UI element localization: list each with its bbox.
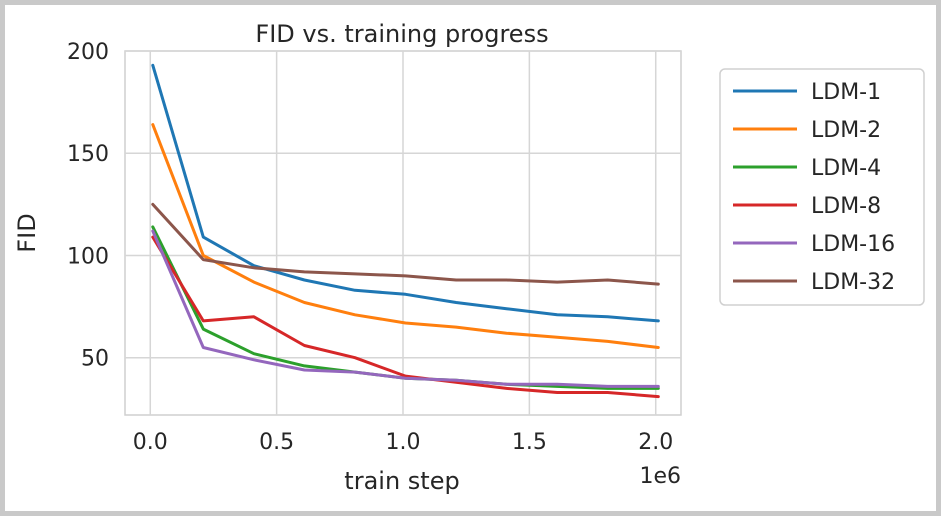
y-tick-label: 100: [67, 244, 109, 269]
x-offset-label: 1e6: [639, 464, 681, 489]
series-lines: [151, 63, 660, 399]
chart-frame: FID vs. training progress 0.0 0.5 1.0 1.5 2.…: [5, 5, 936, 511]
legend-label: LDM-32: [811, 270, 895, 295]
fid-line-chart: FID vs. training progress 0.0 0.5 1.0 1.5 2.…: [13, 20, 925, 495]
x-tick-label: 0.5: [259, 430, 294, 455]
x-tick-label: 2.0: [638, 430, 673, 455]
series-line-ldm-32: [151, 202, 660, 286]
x-tick-label: 1.0: [386, 430, 421, 455]
y-tick-labels: 50 100 150 200: [67, 40, 109, 372]
y-tick-label: 150: [67, 142, 109, 167]
chart-title: FID vs. training progress: [255, 20, 548, 48]
grid-lines: [125, 50, 681, 415]
x-tick-label: 0.0: [133, 430, 168, 455]
legend-label: LDM-4: [811, 156, 881, 181]
legend-items: LDM-1 LDM-2 LDM-4 LDM-8 LDM-16 LDM-32: [733, 80, 895, 295]
y-tick-label: 50: [81, 347, 109, 372]
y-tick-label: 200: [67, 40, 109, 65]
series-line-ldm-2: [151, 123, 660, 349]
x-axis-label: train step: [344, 467, 459, 495]
x-tick-labels: 0.0 0.5 1.0 1.5 2.0: [133, 430, 673, 455]
legend-label: LDM-8: [811, 194, 881, 219]
series-line-ldm-8: [151, 235, 660, 399]
y-axis-label: FID: [13, 213, 41, 252]
x-tick-label: 1.5: [512, 430, 547, 455]
legend-label: LDM-16: [811, 232, 895, 257]
legend-label: LDM-2: [811, 118, 881, 143]
series-line-ldm-16: [151, 229, 660, 388]
series-line-ldm-1: [151, 63, 660, 323]
legend-label: LDM-1: [811, 80, 881, 105]
